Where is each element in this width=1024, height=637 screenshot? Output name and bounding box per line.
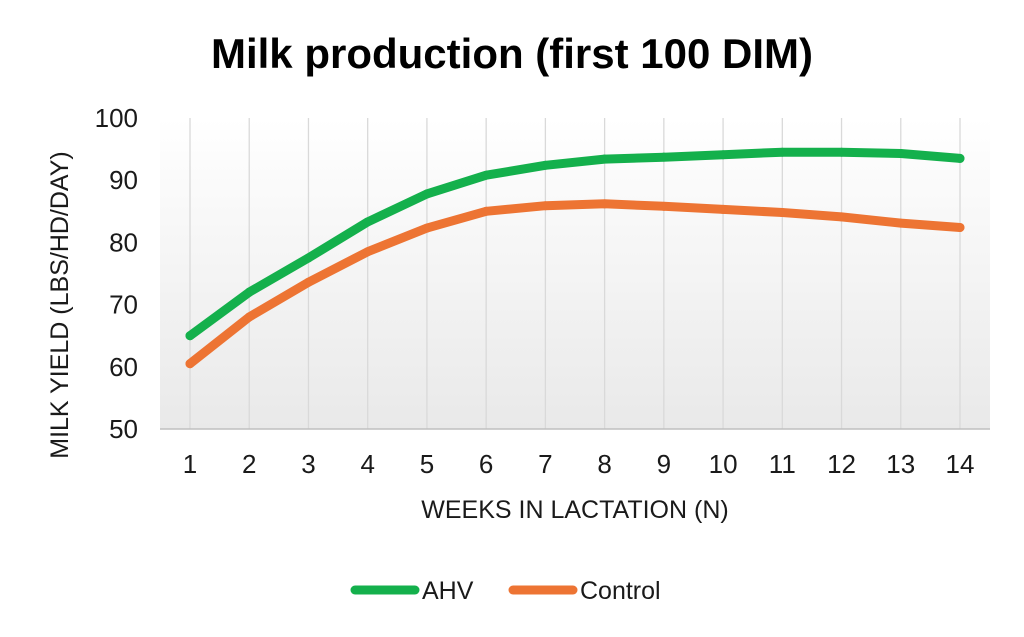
y-tick-label: 80	[109, 227, 138, 257]
legend: AHV Control	[350, 577, 661, 605]
data-point-ahv-9	[659, 152, 669, 162]
series-line-control	[185, 199, 965, 369]
x-tick-label: 2	[242, 449, 256, 479]
data-point-ahv-13	[896, 148, 906, 158]
x-tick-label: 5	[420, 449, 434, 479]
data-point-ahv-10	[718, 150, 728, 160]
x-tick-label: 8	[597, 449, 611, 479]
data-point-ahv-11	[777, 147, 787, 157]
data-point-ahv-2	[244, 287, 254, 297]
data-point-ahv-4	[363, 217, 373, 227]
data-point-control-9	[659, 201, 669, 211]
x-tick-label: 13	[886, 449, 915, 479]
x-tick-label: 6	[479, 449, 493, 479]
x-tick-label: 9	[657, 449, 671, 479]
y-tick-label: 100	[95, 103, 138, 133]
data-point-control-13	[896, 218, 906, 228]
y-axis-label: MILK YIELD (LBS/HD/DAY)	[46, 151, 74, 459]
y-tick-label: 90	[109, 165, 138, 195]
y-tick-label: 50	[109, 414, 138, 444]
x-tick-label: 1	[183, 449, 197, 479]
plot-background	[160, 118, 990, 429]
data-point-control-14	[955, 222, 965, 232]
data-point-ahv-8	[600, 154, 610, 164]
data-point-control-12	[837, 212, 847, 222]
data-point-ahv-6	[481, 170, 491, 180]
series-lines	[185, 147, 965, 369]
data-point-control-10	[718, 204, 728, 214]
y-axis-ticks: 50 60 70 80 90 100	[95, 103, 138, 444]
series-line-ahv	[185, 147, 965, 341]
legend-label-control: Control	[580, 577, 661, 605]
data-point-control-5	[422, 223, 432, 233]
x-tick-label: 7	[538, 449, 552, 479]
data-point-control-1	[185, 359, 195, 369]
data-point-ahv-12	[837, 147, 847, 157]
x-tick-label: 12	[827, 449, 856, 479]
data-point-control-8	[600, 199, 610, 209]
x-axis-ticks: 1 2 3 4 5 6 7 8 9 10 11 12 13 14	[183, 449, 975, 479]
x-tick-label: 10	[709, 449, 738, 479]
x-tick-label: 11	[769, 449, 796, 479]
gridlines	[189, 118, 961, 429]
data-point-control-7	[540, 201, 550, 211]
y-tick-label: 60	[109, 352, 138, 382]
data-point-ahv-3	[303, 253, 313, 263]
data-point-control-3	[303, 277, 313, 287]
data-point-ahv-5	[422, 189, 432, 199]
x-tick-label: 4	[360, 449, 374, 479]
data-point-control-11	[777, 208, 787, 218]
x-tick-label: 14	[946, 449, 975, 479]
data-point-control-6	[481, 206, 491, 216]
data-point-control-4	[363, 247, 373, 257]
chart-title: Milk production (first 100 DIM)	[211, 30, 813, 77]
x-axis-label: WEEKS IN LACTATION (N)	[421, 496, 728, 524]
y-tick-label: 70	[109, 290, 138, 320]
legend-label-ahv: AHV	[422, 577, 474, 605]
x-tick-label: 3	[301, 449, 315, 479]
data-point-ahv-7	[540, 160, 550, 170]
data-point-ahv-14	[955, 153, 965, 163]
data-point-ahv-1	[185, 331, 195, 341]
data-point-control-2	[244, 312, 254, 322]
